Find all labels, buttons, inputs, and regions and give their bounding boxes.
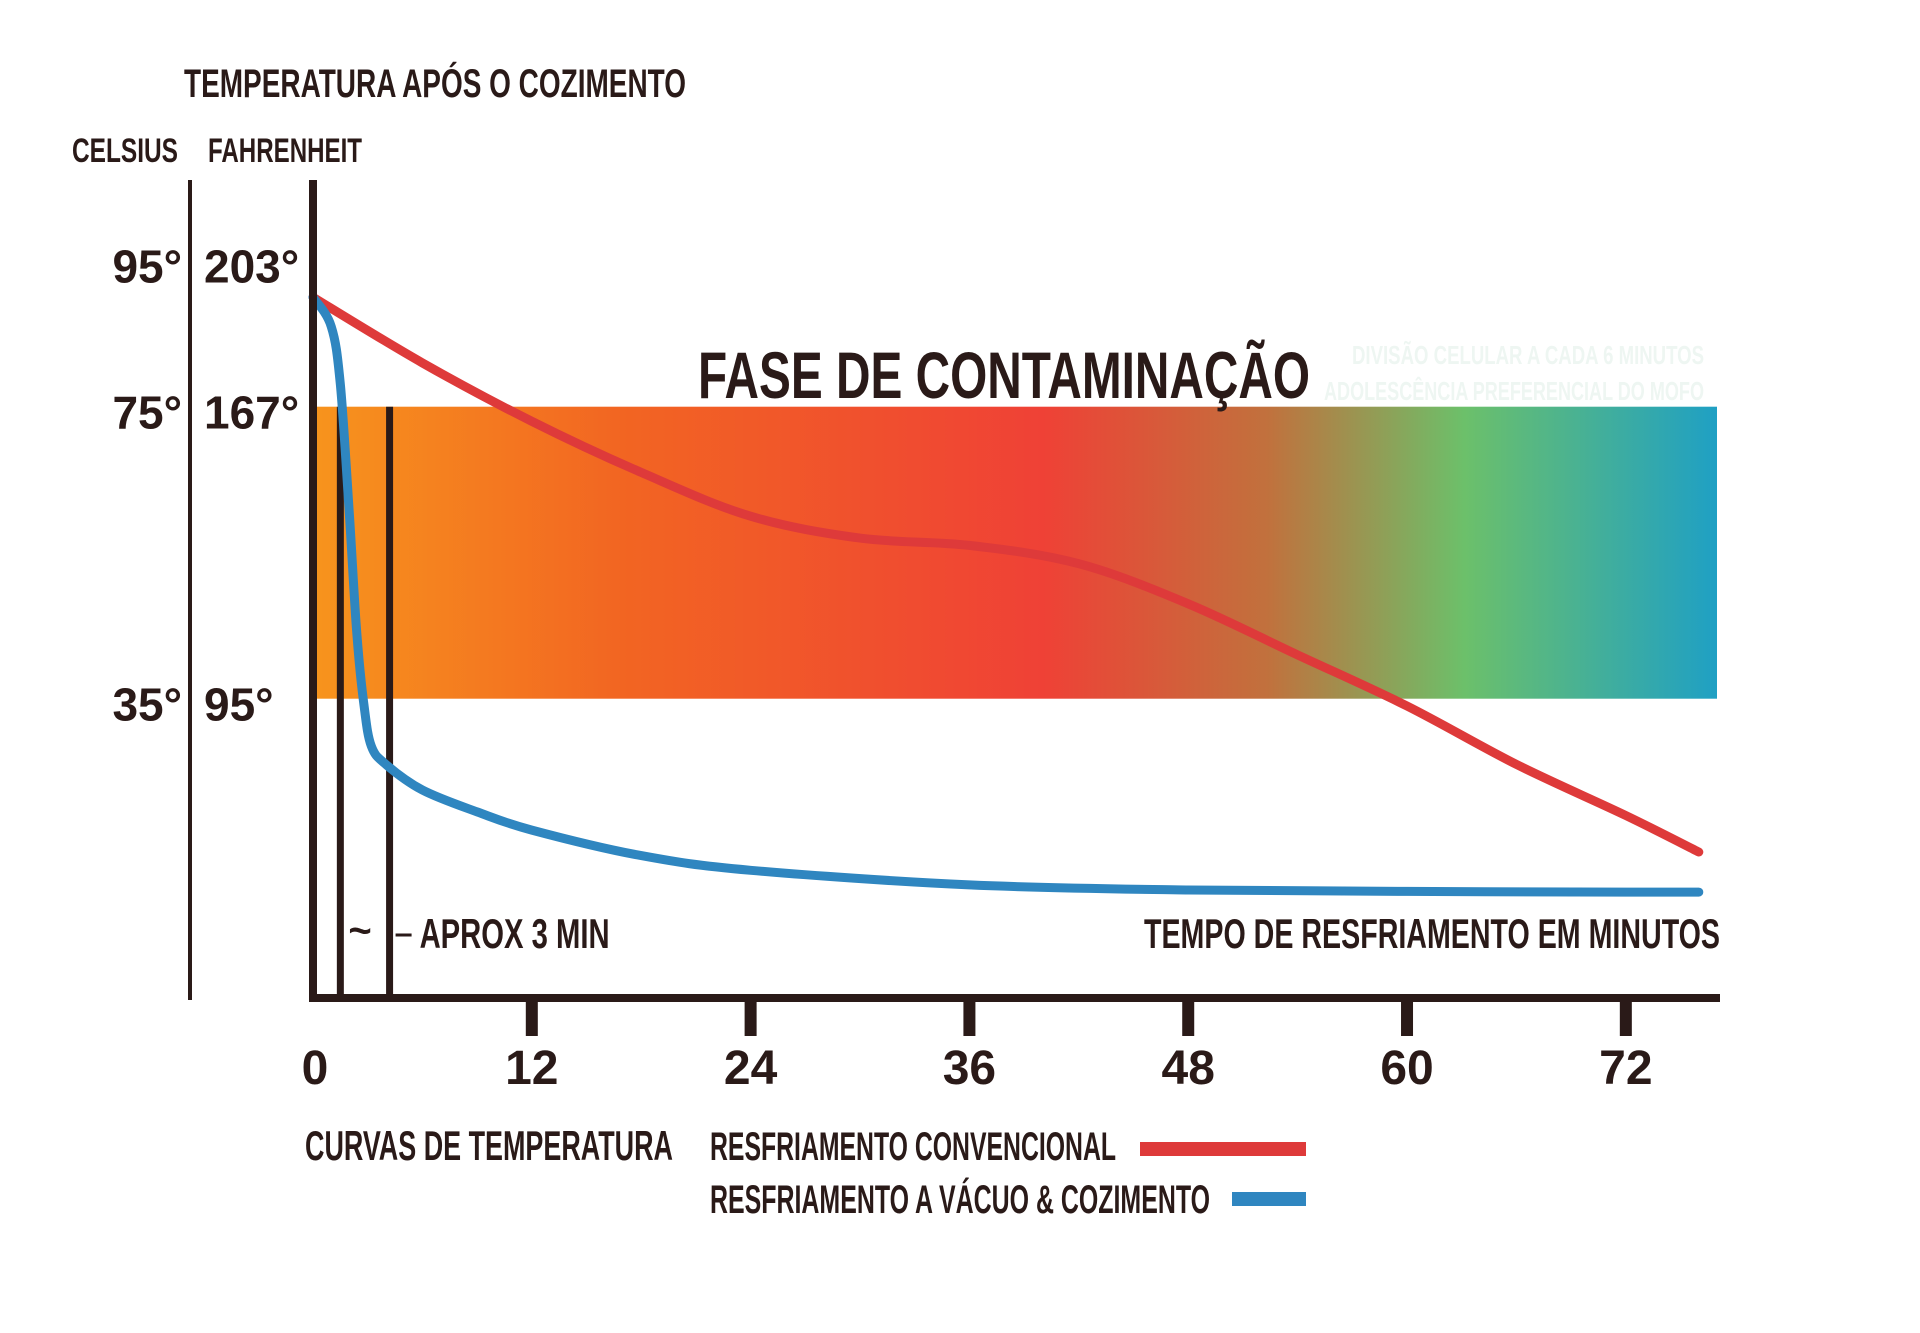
legend-label-conventional: RESFRIAMENTO CONVENCIONAL xyxy=(710,1125,1116,1169)
legend-title: CURVAS DE TEMPERATURA xyxy=(305,1122,673,1169)
aprox-label: APROX 3 MIN xyxy=(420,910,610,957)
x-tick-label-12: 12 xyxy=(505,1042,558,1095)
chart-title: TEMPERATURA APÓS O COZIMENTO xyxy=(184,60,686,106)
series-line-vacuum xyxy=(308,292,1704,897)
legend-label-vacuum: RESFRIAMENTO A VÁCUO & COZIMENTO xyxy=(710,1177,1210,1222)
x-tick-label-72: 72 xyxy=(1599,1042,1652,1095)
y-tick-celsius-0: 95° xyxy=(112,241,182,293)
x-tick-label-36: 36 xyxy=(943,1042,996,1095)
x-tick-label-60: 60 xyxy=(1380,1042,1433,1095)
y-tick-fahrenheit-2: 95° xyxy=(204,679,274,731)
x-tick-label-0: 0 xyxy=(302,1042,329,1095)
y-tick-celsius-1: 75° xyxy=(112,387,182,439)
band-note-2: ADOLESCÊNCIA PREFERENCIAL DO MOFO xyxy=(1324,376,1704,406)
band-label: FASE DE CONTAMINAÇÃO xyxy=(698,338,1310,412)
series-line-conventional xyxy=(308,292,1704,857)
x-tick-label-24: 24 xyxy=(724,1042,778,1095)
aprox-tilde: ~ xyxy=(348,909,371,953)
fahrenheit-axis-label: FAHRENHEIT xyxy=(208,132,362,170)
x-axis-label: TEMPO DE RESFRIAMENTO EM MINUTOS xyxy=(1144,910,1720,957)
y-tick-fahrenheit-1: 167° xyxy=(204,387,299,439)
y-tick-celsius-2: 35° xyxy=(112,679,182,731)
celsius-axis-label: CELSIUS xyxy=(72,132,178,170)
y-tick-fahrenheit-0: 203° xyxy=(204,241,299,293)
x-tick-label-48: 48 xyxy=(1162,1042,1215,1095)
band-note-1: DIVISÃO CELULAR A CADA 6 MINUTOS xyxy=(1352,340,1704,370)
